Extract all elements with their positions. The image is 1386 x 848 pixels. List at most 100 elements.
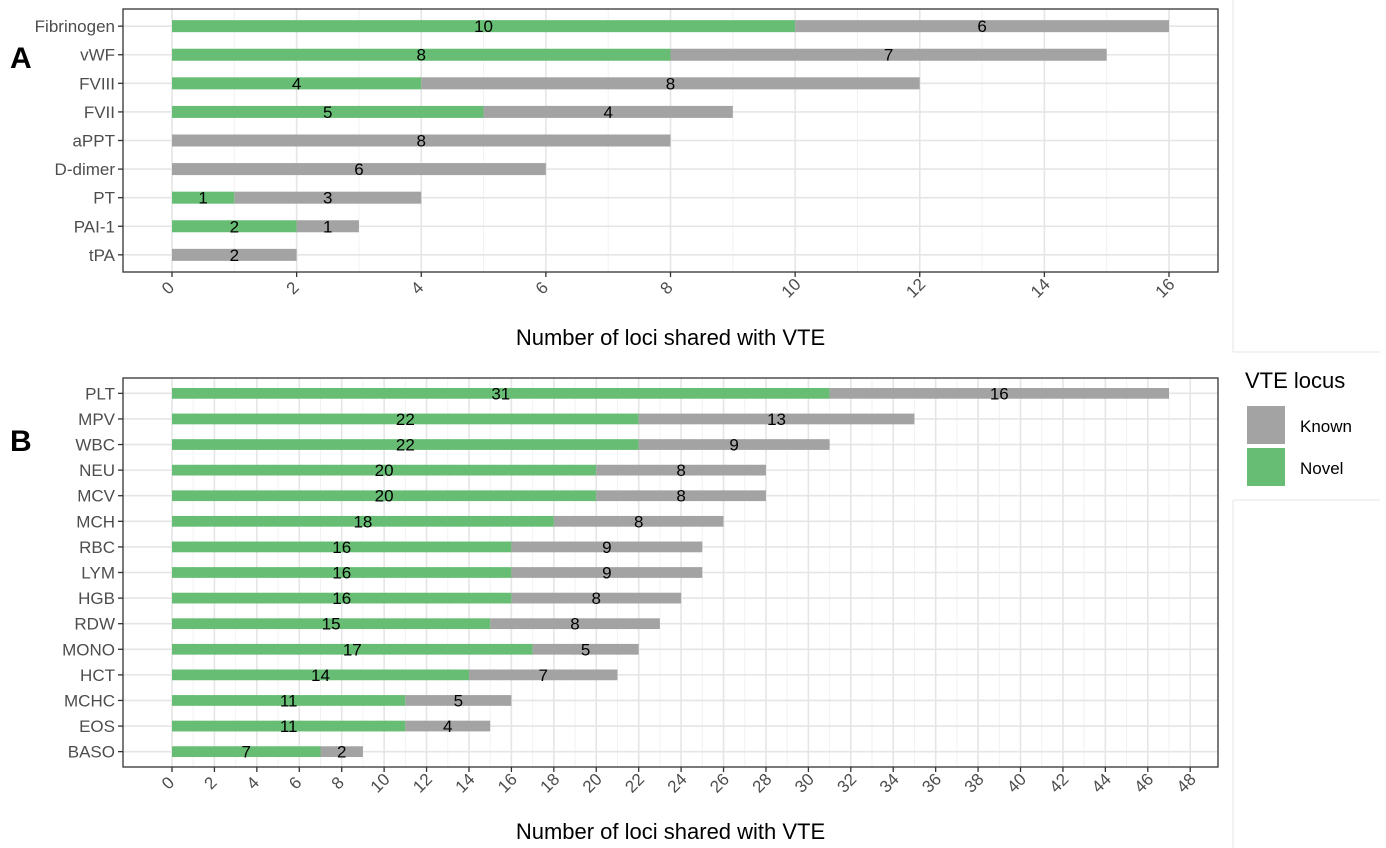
bar-novel-vwf	[172, 48, 671, 61]
bar-novel-rbc	[172, 541, 512, 553]
category-label-rdw: RDW	[74, 615, 115, 634]
bar-novel-mchc	[172, 695, 406, 706]
data-label-known-mono: 5	[581, 640, 590, 659]
data-label-novel-wbc: 22	[396, 436, 415, 455]
category-label-fviii: FVIII	[79, 74, 115, 93]
data-label-novel-pai-1: 2	[230, 217, 239, 236]
data-label-known-d-dimer: 6	[354, 160, 363, 179]
bar-known-rbc	[511, 541, 703, 553]
bars	[172, 387, 1169, 758]
data-label-known-hct: 7	[538, 666, 547, 685]
data-label-known-rbc: 9	[602, 538, 611, 557]
legend-swatch-known	[1247, 406, 1285, 444]
bar-known-d-dimer	[172, 163, 546, 176]
data-label-novel-hgb: 16	[332, 589, 351, 608]
bar-novel-fvii	[172, 105, 484, 118]
data-label-known-hgb: 8	[592, 589, 601, 608]
data-label-novel-mch: 18	[353, 512, 372, 531]
data-label-known-fvii: 4	[603, 103, 612, 122]
data-label-known-mpv: 13	[767, 410, 786, 429]
category-label-mch: MCH	[76, 512, 115, 531]
data-label-novel-fibrinogen: 10	[474, 17, 493, 36]
bar-known-fibrinogen	[795, 20, 1169, 33]
category-label-mchc: MCHC	[64, 691, 115, 710]
bar-novel-pai-1	[172, 220, 297, 233]
data-label-known-baso: 2	[337, 743, 346, 762]
bar-known-baso	[320, 746, 363, 758]
bar-known-neu	[596, 464, 766, 476]
value-labels: 31 16 22 13 22 9 20 8 20 8 18 8 16 9 16 9 16 8 15 8 17 5 14 7 11…	[242, 384, 1009, 761]
data-label-known-fibrinogen: 6	[977, 17, 986, 36]
data-label-known-fviii: 8	[666, 74, 675, 93]
bar-known-hct	[468, 669, 618, 681]
data-label-novel-lym: 16	[332, 564, 351, 583]
bar-known-mchc	[405, 695, 512, 706]
bar-known-rdw	[490, 618, 660, 630]
category-label-tpa: tPA	[89, 246, 116, 265]
data-label-known-lym: 9	[602, 564, 611, 583]
panel-tag: B	[10, 425, 32, 458]
data-label-novel-mono: 17	[343, 640, 362, 659]
bar-known-appt	[172, 134, 671, 147]
category-label-mono: MONO	[62, 640, 115, 659]
category-label-d-dimer: D-dimer	[55, 160, 116, 179]
data-label-known-vwf: 7	[884, 46, 893, 65]
bar-known-mch	[553, 515, 724, 527]
bar-novel-eos	[172, 720, 406, 732]
data-label-novel-fviii: 4	[292, 74, 301, 93]
bar-novel-rdw	[172, 618, 491, 630]
legend: VTE locus Known Novel	[1245, 368, 1352, 486]
data-label-known-rdw: 8	[570, 615, 579, 634]
data-label-novel-neu: 20	[375, 461, 394, 480]
category-label-vwf: vWF	[80, 46, 115, 65]
data-label-known-plt: 16	[990, 384, 1009, 403]
category-label-neu: NEU	[79, 461, 115, 480]
data-label-known-pt: 3	[323, 189, 332, 208]
x-axis-title: Number of loci shared with VTE	[516, 819, 825, 844]
data-label-novel-mchc: 11	[280, 691, 298, 710]
bar-novel-mono	[172, 643, 533, 655]
category-label-mpv: MPV	[78, 410, 116, 429]
category-label-appt: aPPT	[72, 132, 115, 151]
bar-known-eos	[405, 720, 491, 732]
panel-tag: A	[10, 42, 32, 75]
y-axis: PLT MPV WBC NEU MCV MCH RBC LYM HGB RDW MONO HCT MCH…	[62, 384, 123, 762]
bar-known-fviii	[421, 77, 920, 90]
bar-novel-neu	[172, 464, 597, 476]
category-label-fvii: FVII	[84, 103, 115, 122]
data-label-known-tpa: 2	[230, 246, 239, 265]
category-label-pt: PT	[93, 189, 115, 208]
data-label-known-pai-1: 1	[323, 217, 332, 236]
category-label-hgb: HGB	[78, 589, 115, 608]
category-label-plt: PLT	[85, 384, 115, 403]
data-label-known-wbc: 9	[729, 436, 738, 455]
category-label-wbc: WBC	[75, 436, 115, 455]
bar-known-wbc	[638, 439, 830, 450]
bar-novel-hct	[172, 669, 469, 681]
bar-novel-fibrinogen	[172, 20, 796, 33]
data-label-novel-mcv: 20	[375, 487, 394, 506]
data-label-known-neu: 8	[676, 461, 685, 480]
bar-novel-fviii	[172, 77, 422, 90]
bar-known-plt	[829, 387, 1169, 399]
category-label-fibrinogen: Fibrinogen	[35, 17, 115, 36]
legend-label-known: Known	[1300, 417, 1352, 436]
data-label-novel-eos: 11	[280, 717, 298, 736]
data-label-novel-baso: 7	[242, 743, 251, 762]
data-label-novel-vwf: 8	[417, 46, 426, 65]
data-label-novel-rdw: 15	[322, 615, 341, 634]
data-label-novel-fvii: 5	[323, 103, 332, 122]
bar-known-mono	[532, 643, 639, 655]
bar-novel-mch	[172, 515, 554, 527]
panel-b: 31 16 22 13 22 9 20 8 20 8 18 8 16 9 16 9 16 8 15 8 17 5 14 7 11…	[10, 377, 1219, 844]
category-label-pai-1: PAI-1	[74, 217, 115, 236]
value-labels: 10 6 8 7 4 8 5 4 8 6 1 3 2 1 2	[198, 17, 986, 265]
category-label-baso: BASO	[68, 743, 115, 762]
bar-novel-baso	[172, 746, 321, 758]
bar-known-mcv	[596, 490, 766, 502]
x-axis-title: Number of loci shared with VTE	[516, 325, 825, 350]
bar-known-mpv	[638, 413, 915, 425]
category-label-rbc: RBC	[79, 538, 115, 557]
bar-known-hgb	[511, 592, 682, 604]
